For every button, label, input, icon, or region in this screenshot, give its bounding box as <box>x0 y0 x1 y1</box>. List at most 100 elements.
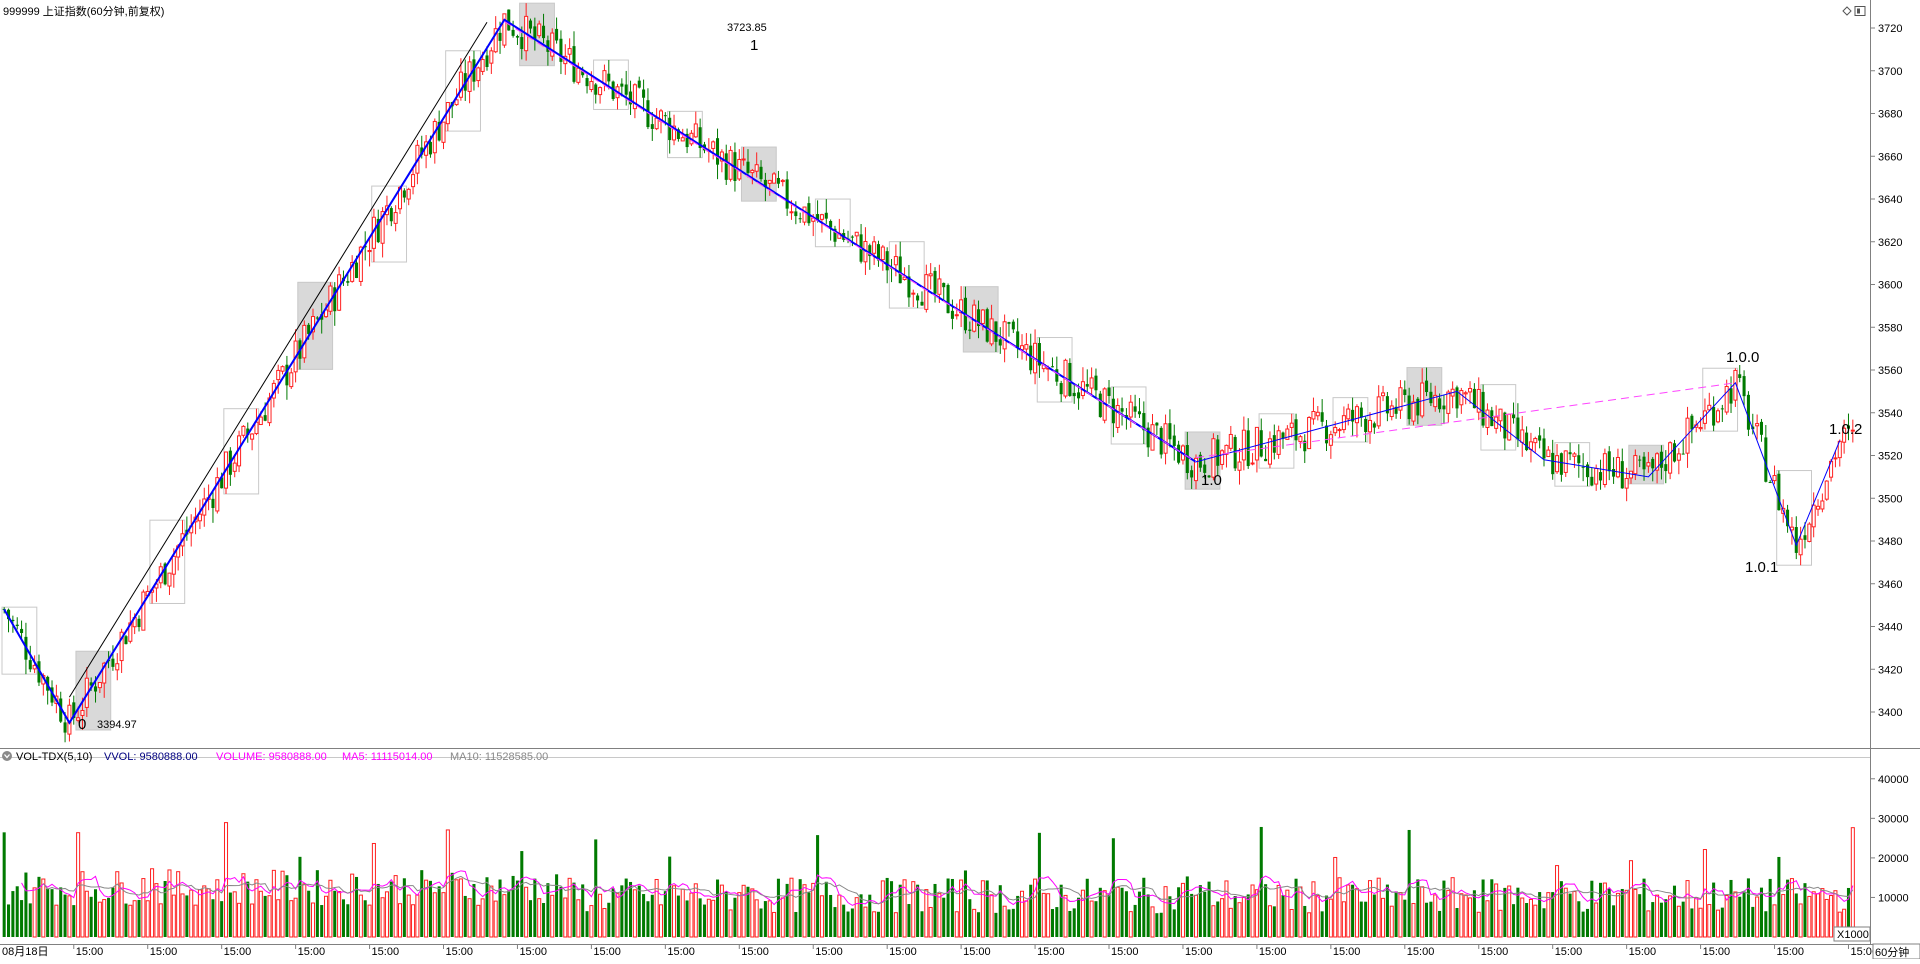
candle-body <box>1320 412 1324 422</box>
candle-body <box>89 682 93 686</box>
candle-body <box>1294 419 1298 441</box>
volume-bar-up <box>197 889 202 938</box>
candle-body <box>1672 443 1677 462</box>
volume-bar-down <box>333 890 337 937</box>
candle-body <box>559 38 563 62</box>
candle-body <box>1468 387 1473 393</box>
volume-bar-down <box>824 881 828 937</box>
volume-bar-down <box>1394 891 1398 937</box>
candle-body <box>1720 408 1724 410</box>
ma5-readout: MA5: 11115014.00 <box>342 751 433 763</box>
candle-body <box>337 274 342 311</box>
candle-body <box>1381 392 1386 397</box>
volume-bar-down <box>1664 899 1668 937</box>
volume-bar-down <box>420 870 424 937</box>
candle-body <box>880 246 885 261</box>
diamond-icon[interactable] <box>1842 6 1852 16</box>
volume-bar-down <box>1551 892 1555 937</box>
candle-down <box>20 620 24 641</box>
volume-bar-up <box>728 909 733 938</box>
candle-up <box>1228 425 1233 452</box>
candle-body <box>1520 429 1525 443</box>
candle-body <box>576 67 581 83</box>
volume-bar-down <box>607 902 611 937</box>
candle-down <box>1581 453 1585 482</box>
volume-tick-label: 20000 <box>1878 853 1909 865</box>
volume-bar-up <box>1655 894 1660 938</box>
volume-bar-up <box>393 875 398 938</box>
volume-bar-up <box>980 880 985 938</box>
candle-body <box>950 310 954 319</box>
candle-up <box>1193 454 1199 490</box>
candle-down <box>1107 379 1111 404</box>
candle-body <box>1786 509 1790 527</box>
volume-bar-up <box>658 904 664 938</box>
candle-up <box>1289 413 1294 438</box>
volume-bar-down <box>1659 902 1663 937</box>
vol-indicator-name[interactable]: VOL-TDX(5,10) <box>16 751 92 763</box>
candle-body <box>498 32 502 41</box>
candle-body <box>780 179 785 183</box>
volume-ma-lines <box>21 870 1854 906</box>
candle-body <box>668 117 672 141</box>
volume-bar-down <box>868 894 872 937</box>
volume-bar-up <box>1724 895 1729 938</box>
volume-bar-up <box>415 894 420 938</box>
candle-up <box>1220 449 1225 470</box>
candle-body <box>1228 433 1233 449</box>
candle-up <box>928 263 933 290</box>
candle-down <box>1568 442 1572 461</box>
candle-body <box>767 179 772 184</box>
candle-body <box>1085 384 1089 387</box>
volume-bar-up <box>537 898 542 938</box>
volume-bar-down <box>1272 906 1276 937</box>
volume-bar-up <box>328 879 333 938</box>
volume-bar-down <box>1764 911 1768 937</box>
candle-body <box>937 278 942 295</box>
candle-up <box>441 121 446 150</box>
volume-bar-up <box>1694 897 1699 938</box>
date-tick-label: 15:00 <box>1703 946 1731 958</box>
candle-up <box>1267 431 1272 469</box>
volume-bar-down <box>1303 905 1307 937</box>
candle-down <box>28 645 32 673</box>
candle-body <box>1142 413 1146 431</box>
volume-bar-down <box>542 903 546 937</box>
candle-up <box>937 264 942 303</box>
volume-bar-up <box>1476 911 1481 938</box>
volume-bar-up <box>1033 878 1038 938</box>
volume-bar-down <box>1642 878 1646 937</box>
volume-bar-down <box>976 912 981 937</box>
candle-body <box>1503 412 1507 439</box>
volume-bar-down <box>1246 894 1250 937</box>
candle-up <box>432 118 437 164</box>
window-restore-icon[interactable] <box>1854 6 1866 16</box>
volume-bar-down <box>676 895 680 937</box>
candle-down <box>1512 402 1516 424</box>
date-tick-label: 15:00 <box>224 946 252 958</box>
date-tick-label: 15:00 <box>1850 946 1878 958</box>
candle-body <box>454 99 459 106</box>
volume-bar-up <box>302 883 307 938</box>
date-tick-label: 15:00 <box>593 946 621 958</box>
volume-bar-up <box>854 897 859 938</box>
candle-up <box>367 237 372 267</box>
candle-body <box>907 276 911 298</box>
candle-down <box>581 66 585 78</box>
candle-body <box>1485 409 1490 428</box>
price-tick-label: 3500 <box>1878 493 1902 505</box>
candle-down <box>898 241 902 284</box>
consolidation-box <box>888 241 925 309</box>
volume-bar-down <box>624 878 628 937</box>
candle-up <box>215 467 220 514</box>
collapse-icon[interactable] <box>2 751 12 761</box>
candle-body <box>763 179 767 188</box>
candle-up <box>406 187 411 206</box>
candle-down <box>1690 413 1694 444</box>
volume-bar-up <box>563 897 568 938</box>
consolidation-box <box>1776 470 1813 566</box>
candle-body <box>1372 423 1376 428</box>
volume-bar-down <box>450 872 454 937</box>
